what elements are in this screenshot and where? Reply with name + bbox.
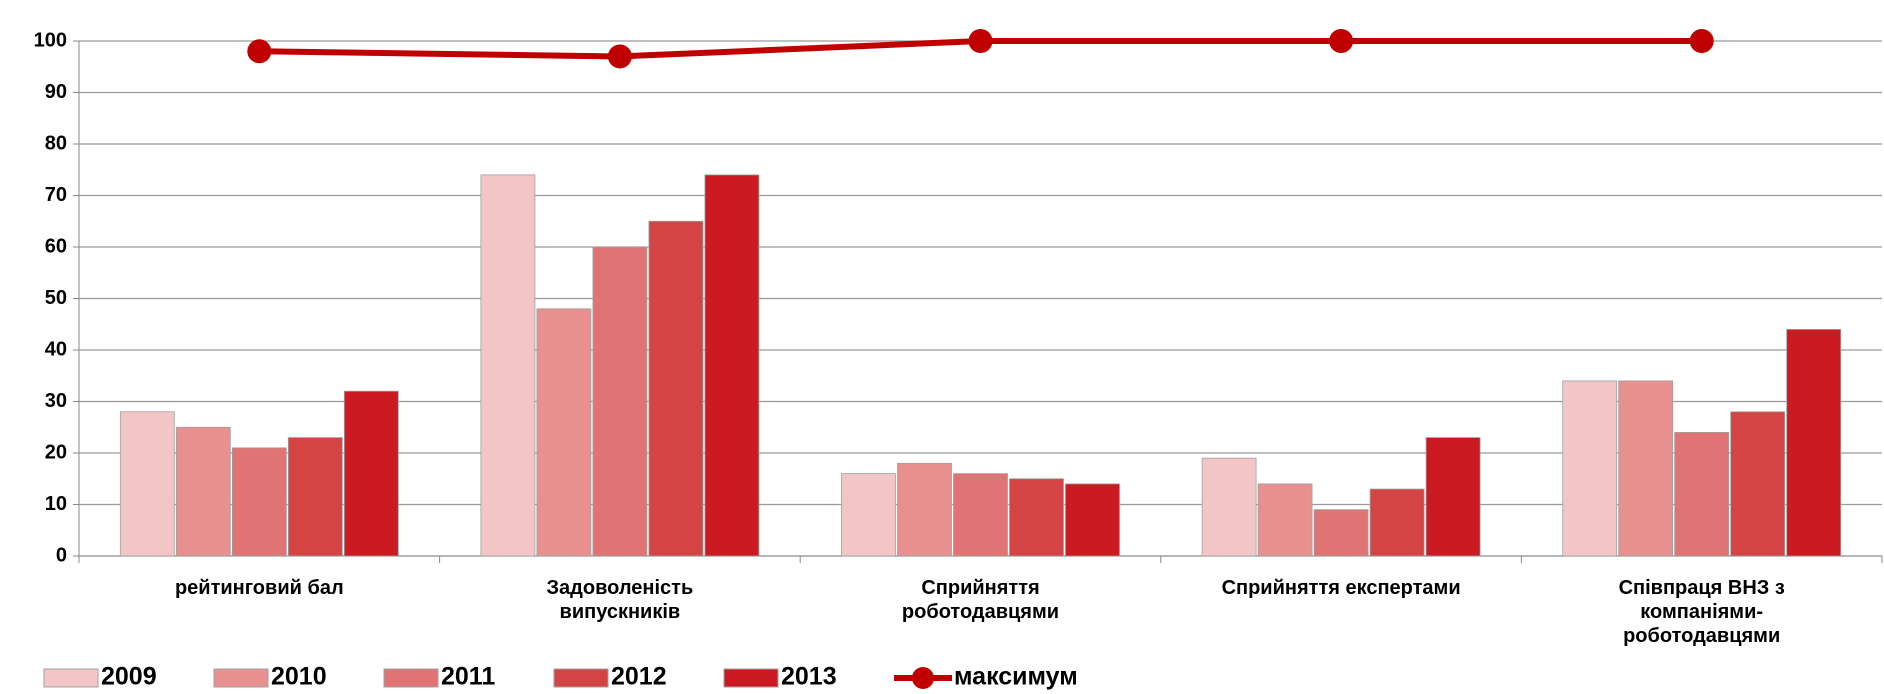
legend-swatch <box>213 668 269 688</box>
bar <box>897 462 952 557</box>
bar <box>1425 437 1481 557</box>
bar <box>175 426 231 557</box>
bar <box>231 447 287 557</box>
bar <box>648 220 704 557</box>
bar <box>343 390 399 557</box>
bar <box>1562 380 1618 557</box>
legend-label: 2013 <box>781 663 837 691</box>
y-tick-label: 0 <box>56 544 67 566</box>
line-marker <box>1689 29 1714 53</box>
bar <box>480 174 536 557</box>
bar <box>841 473 896 557</box>
x-tick-label: Сприйняття роботодавцями <box>901 577 1060 623</box>
y-tick-label: 40 <box>45 338 67 360</box>
x-tick-label: рейтинговий бал <box>174 577 344 599</box>
legend-swatch <box>553 668 609 688</box>
bar <box>592 246 648 557</box>
y-tick-label: 70 <box>45 184 67 206</box>
legend-marker <box>912 667 934 689</box>
bar <box>287 437 343 557</box>
line-marker <box>968 29 993 53</box>
bar <box>953 473 1008 557</box>
x-tick-label: Задоволеність випускників <box>546 577 694 623</box>
x-tick-label: Сприйняття експертами <box>1221 577 1461 599</box>
bar <box>1674 431 1730 557</box>
bar <box>1313 509 1369 557</box>
bar <box>536 308 592 557</box>
y-tick-label: 30 <box>45 390 67 412</box>
legend-swatch <box>43 668 99 688</box>
legend-label: 2012 <box>611 663 667 691</box>
bar <box>1201 457 1257 557</box>
bar <box>1786 328 1842 557</box>
y-tick-label: 100 <box>34 29 67 51</box>
y-tick-label: 90 <box>45 81 67 103</box>
y-tick-label: 80 <box>45 132 67 154</box>
bar <box>119 411 175 557</box>
line-marker <box>607 44 632 69</box>
legend-swatch <box>723 668 779 688</box>
bar <box>1369 488 1425 557</box>
legend-label: 2009 <box>101 663 157 691</box>
bar <box>704 174 760 557</box>
y-tick-label: 50 <box>45 287 67 309</box>
bar <box>1618 380 1674 557</box>
legend-label: 2011 <box>441 663 495 691</box>
y-tick-label: 60 <box>45 235 67 257</box>
y-tick-label: 20 <box>45 441 67 463</box>
bar <box>1730 411 1786 557</box>
line-marker <box>247 39 272 64</box>
y-tick-label: 10 <box>45 493 67 515</box>
bar <box>1009 478 1064 557</box>
line-marker <box>1329 29 1354 53</box>
legend-label: максимум <box>954 663 1078 691</box>
x-tick-label: Співпраця ВНЗ з компаніями-роботодавцями <box>1618 577 1785 647</box>
bar <box>1257 483 1313 557</box>
legend-swatch <box>383 668 439 688</box>
legend-label: 2010 <box>271 663 327 691</box>
bar <box>1065 483 1120 557</box>
